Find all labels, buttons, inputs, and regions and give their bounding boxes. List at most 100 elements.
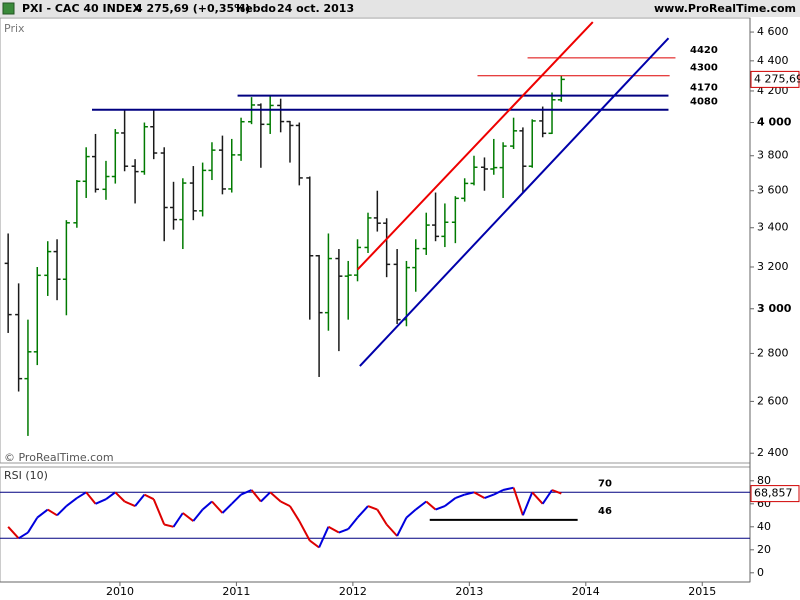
rsi-segment [143, 493, 155, 501]
y-tick-label: 3 000 [757, 302, 792, 315]
last-value-label: 68,857 [754, 487, 793, 500]
y-tick-label: 3 400 [757, 221, 789, 234]
last-value-label: 4 275,69 [754, 72, 800, 85]
rsi-segment [269, 491, 282, 503]
rsi-segment [385, 523, 398, 537]
trend-line [359, 37, 670, 367]
x-tick-label: 2015 [688, 585, 716, 598]
rsi-segment [172, 512, 184, 528]
rsi-segment [163, 523, 174, 528]
rsi-segment [435, 505, 446, 511]
site: www.ProRealTime.com [654, 2, 796, 15]
y-tick-label: 3 200 [757, 260, 789, 273]
y-tick-label: 0 [757, 566, 764, 579]
rsi-segment [260, 491, 271, 503]
y-tick-label: 2 600 [757, 394, 789, 407]
x-tick-label: 2012 [339, 585, 367, 598]
rsi-segment [493, 489, 504, 496]
rsi-segment [114, 491, 126, 503]
rsi-segment [531, 491, 544, 505]
header-bar [0, 0, 800, 17]
rsi-segment [512, 487, 524, 516]
rsi-segment [502, 486, 514, 491]
rsi-segment [27, 517, 39, 534]
rsi-segment [124, 500, 136, 508]
watermark: © ProRealTime.com [4, 451, 114, 464]
y-tick-label: 4 400 [757, 54, 789, 67]
y-tick-label: 20 [757, 543, 771, 556]
rsi-segment [347, 516, 359, 530]
rsi-segment [134, 493, 146, 507]
rsi-segment [405, 508, 417, 519]
y-tick-label: 2 400 [757, 446, 789, 459]
rsi-segment [56, 505, 68, 517]
rsi-segment [182, 512, 194, 522]
x-tick-label: 2010 [106, 585, 134, 598]
quote: 4 275,69 (+0,35%) [135, 2, 250, 15]
level-label: 4080 [690, 97, 718, 108]
level-label: 70 [598, 478, 612, 489]
x-tick-label: 2014 [572, 585, 600, 598]
rsi-segment [415, 500, 427, 511]
trend-line [356, 21, 594, 271]
rsi-segment [367, 505, 378, 511]
rsi-segment [250, 489, 262, 503]
y-tick-label: 4 000 [757, 116, 792, 129]
rsi-segment [7, 526, 20, 539]
rsi-segment [309, 539, 320, 549]
rsi-segment [47, 508, 58, 517]
rsi-segment [484, 493, 495, 499]
rsi-segment [425, 500, 437, 511]
price-label: Prix [4, 22, 25, 35]
rsi-segment [192, 508, 204, 522]
y-tick-label: 40 [757, 520, 771, 533]
rsi-segment [211, 500, 224, 514]
rsi-segment [240, 489, 252, 496]
rsi-segment [36, 508, 49, 519]
y-tick-label: 80 [757, 474, 771, 487]
last-value-box [750, 485, 800, 503]
rsi-title: RSI (10) [4, 469, 48, 482]
y-tick-label: 4 600 [757, 25, 789, 38]
rsi-segment [105, 491, 116, 501]
y-tick-label: 3 800 [757, 149, 789, 162]
rsi-segment [231, 493, 242, 505]
rsi-segment [76, 491, 87, 499]
rsi-segment [221, 503, 233, 514]
rsi-segment [464, 491, 475, 496]
level-label: 46 [598, 506, 612, 517]
x-tick-label: 2013 [455, 585, 483, 598]
level-label: 4170 [690, 83, 718, 94]
rsi-segment [18, 531, 29, 540]
rsi-segment [473, 491, 485, 499]
period: Hebdo [236, 2, 276, 15]
symbol: PXI - CAC 40 INDEX [22, 2, 141, 15]
rsi-segment [95, 498, 107, 505]
rsi-segment [298, 520, 311, 542]
rsi-segment [289, 505, 301, 522]
rsi-segment [521, 491, 534, 516]
last-value-box [750, 70, 800, 88]
rsi-segment [356, 505, 369, 519]
rsi-segment [280, 500, 291, 507]
y-tick-label: 3 600 [757, 184, 789, 197]
date: 24 oct. 2013 [277, 2, 354, 15]
level-label: 4300 [690, 63, 718, 74]
y-tick-label: 2 800 [757, 346, 789, 359]
x-tick-label: 2011 [222, 585, 250, 598]
rsi-segment [376, 509, 388, 526]
rsi-segment [551, 489, 562, 495]
rsi-segment [152, 498, 166, 525]
rsi-segment [541, 489, 553, 505]
rsi-segment [338, 528, 349, 534]
rsi-segment [327, 525, 340, 534]
rsi-segment [455, 493, 466, 499]
rsi-segment [65, 497, 78, 507]
level-label: 4420 [690, 45, 718, 56]
rsi-segment [444, 497, 456, 507]
rsi-segment [396, 517, 408, 537]
rsi-segment [318, 526, 330, 548]
rsi-segment [201, 500, 213, 511]
